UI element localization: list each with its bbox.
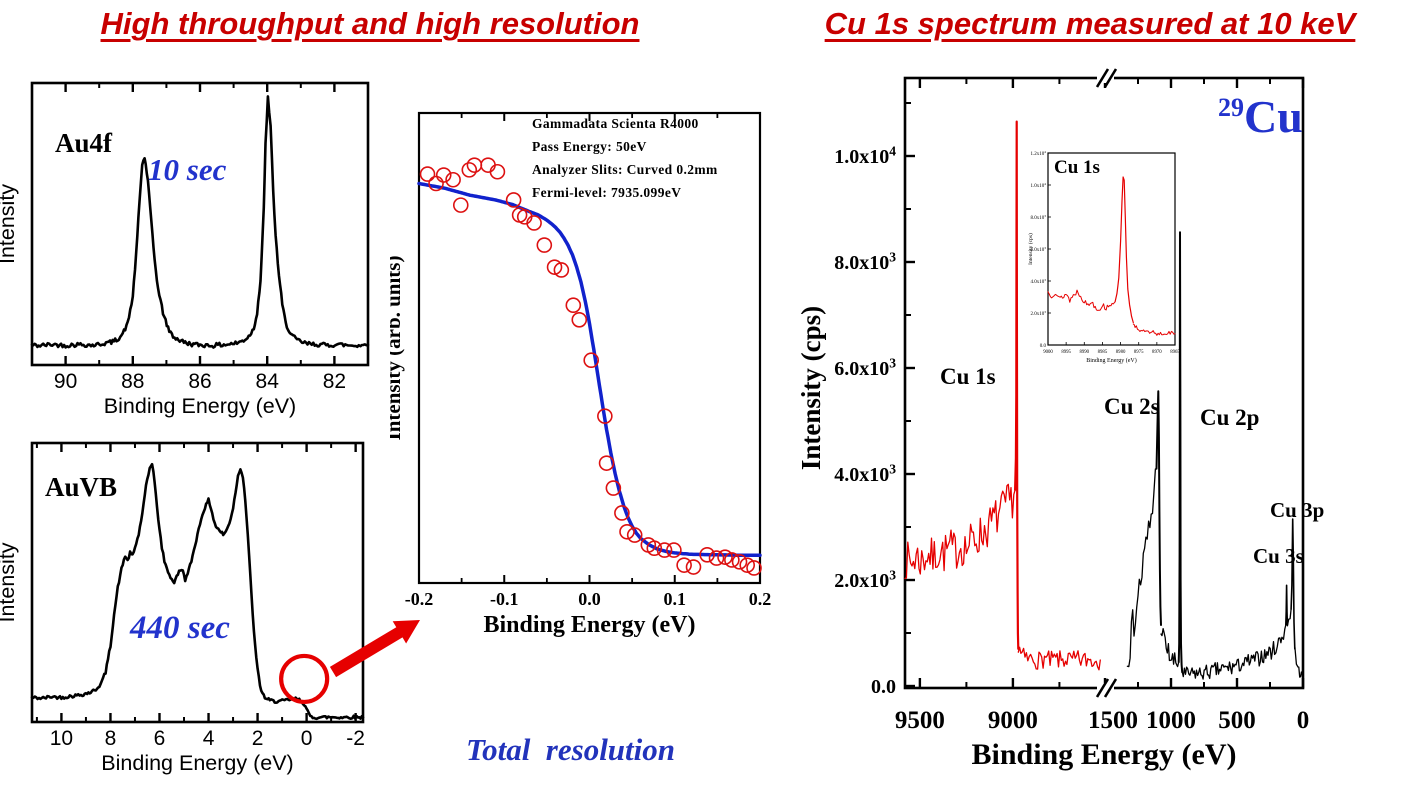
svg-text:1.0x104: 1.0x104 bbox=[1031, 182, 1047, 189]
au4f-label: Au4f bbox=[55, 128, 113, 158]
resolution-note-line1: Total resolution bbox=[465, 732, 676, 767]
fermi-level-info-line: Fermi-level: 7935.099eV bbox=[532, 185, 682, 200]
svg-text:-0.2: -0.2 bbox=[405, 589, 434, 609]
svg-text:0: 0 bbox=[301, 727, 313, 750]
svg-text:0: 0 bbox=[1297, 707, 1310, 734]
au4f-plot-canvas: 90 88 86 84 82 Binding Energy (eV) Intensity bbox=[0, 81, 370, 418]
au4f-time-label: 10 sec bbox=[148, 152, 227, 187]
svg-text:Intensity (cps): Intensity (cps) bbox=[796, 306, 826, 470]
slide-title-right: Cu 1s spectrum measured at 10 keV bbox=[824, 6, 1356, 41]
svg-text:500: 500 bbox=[1218, 707, 1256, 734]
svg-text:8.0x103: 8.0x103 bbox=[1031, 214, 1047, 221]
au4f-plot: 90 88 86 84 82 Binding Energy (eV) Intensity A… bbox=[0, 60, 385, 432]
svg-text:2.0x103: 2.0x103 bbox=[1031, 310, 1047, 317]
svg-text:Binding Energy (eV): Binding Energy (eV) bbox=[971, 738, 1236, 771]
slide-title-left: High throughput and high resolution bbox=[100, 6, 640, 41]
cu3p-peak-label: Cu 3p bbox=[1270, 498, 1325, 522]
fermi-edge-plot: -0.2 -0.1 0.0 0.1 0.2 Binding Energy (eV) Inte… bbox=[390, 90, 775, 650]
svg-text:4.0x103: 4.0x103 bbox=[834, 461, 896, 486]
cu3s-peak-label: Cu 3s bbox=[1253, 544, 1304, 568]
auvb-time-label: 440 sec bbox=[130, 610, 230, 646]
svg-text:9500: 9500 bbox=[895, 707, 945, 734]
svg-text:84: 84 bbox=[256, 370, 280, 393]
svg-text:6.0x103: 6.0x103 bbox=[834, 355, 896, 380]
svg-text:10: 10 bbox=[50, 727, 73, 750]
svg-text:Intensity (cps): Intensity (cps) bbox=[1027, 233, 1034, 265]
svg-text:Intensity: Intensity bbox=[0, 542, 19, 622]
svg-text:8980: 8980 bbox=[1116, 350, 1126, 355]
svg-text:Binding Energy (eV): Binding Energy (eV) bbox=[1086, 357, 1137, 364]
svg-text:Intensity (arb. units): Intensity (arb. units) bbox=[390, 256, 405, 441]
svg-text:0.1: 0.1 bbox=[664, 589, 687, 609]
instrument-info-line: Gammadata Scienta R4000 bbox=[532, 116, 699, 131]
auvb-plot: 10 8 6 4 2 0 -2 Binding Energy (eV) Intensity Au… bbox=[0, 420, 392, 802]
svg-text:1000: 1000 bbox=[1146, 707, 1196, 734]
svg-text:4.0x103: 4.0x103 bbox=[1031, 278, 1047, 285]
svg-text:4: 4 bbox=[203, 727, 215, 750]
svg-text:2: 2 bbox=[252, 727, 264, 750]
svg-text:Binding Energy (eV): Binding Energy (eV) bbox=[101, 751, 293, 775]
svg-text:1.0x104: 1.0x104 bbox=[834, 143, 896, 168]
cu1s-peak-label: Cu 1s bbox=[940, 364, 996, 389]
inset-cu1s-label: Cu 1s bbox=[1054, 157, 1100, 178]
svg-text:9000: 9000 bbox=[988, 707, 1038, 734]
svg-text:8975: 8975 bbox=[1134, 350, 1144, 355]
svg-text:Binding Energy (eV): Binding Energy (eV) bbox=[104, 394, 296, 418]
svg-text:8.0x103: 8.0x103 bbox=[834, 249, 896, 274]
svg-text:8990: 8990 bbox=[1079, 350, 1089, 355]
svg-text:Binding Energy (eV): Binding Energy (eV) bbox=[483, 612, 695, 638]
isotope-symbol: Cu bbox=[1244, 91, 1303, 142]
fermi-edge-canvas: -0.2 -0.1 0.0 0.1 0.2 Binding Energy (eV) Inte… bbox=[390, 111, 772, 638]
svg-text:90: 90 bbox=[54, 370, 77, 393]
svg-text:0.2: 0.2 bbox=[749, 589, 772, 609]
svg-text:0.0: 0.0 bbox=[1040, 344, 1047, 349]
cu2p-peak-label: Cu 2p bbox=[1200, 405, 1260, 430]
auvb-label: AuVB bbox=[45, 472, 118, 502]
svg-text:8965: 8965 bbox=[1170, 350, 1180, 355]
svg-text:88: 88 bbox=[121, 370, 144, 393]
cu2s-peak-label: Cu 2s bbox=[1104, 394, 1160, 419]
svg-text:-2: -2 bbox=[346, 727, 365, 750]
svg-text:8970: 8970 bbox=[1152, 350, 1162, 355]
svg-text:86: 86 bbox=[188, 370, 211, 393]
isotope-label: 29Cu bbox=[1218, 90, 1303, 143]
svg-text:Intensity: Intensity bbox=[0, 184, 19, 264]
analyzer-slits-info-line: Analyzer Slits: Curved 0.2mm bbox=[532, 162, 718, 177]
svg-text:1.2x104: 1.2x104 bbox=[1031, 150, 1047, 157]
svg-text:82: 82 bbox=[323, 370, 346, 393]
svg-text:1500: 1500 bbox=[1088, 707, 1138, 734]
svg-text:-0.1: -0.1 bbox=[490, 589, 519, 609]
svg-text:6.0x103: 6.0x103 bbox=[1031, 246, 1047, 253]
auvb-plot-canvas: 10 8 6 4 2 0 -2 Binding Energy (eV) Intensity bbox=[0, 441, 365, 775]
svg-text:8985: 8985 bbox=[1098, 350, 1108, 355]
svg-text:0.0: 0.0 bbox=[871, 676, 896, 698]
svg-text:0.0: 0.0 bbox=[578, 589, 601, 609]
svg-text:8995: 8995 bbox=[1061, 350, 1071, 355]
pass-energy-info-line: Pass Energy: 50eV bbox=[532, 139, 647, 154]
svg-text:2.0x103: 2.0x103 bbox=[834, 567, 896, 592]
svg-text:8: 8 bbox=[105, 727, 117, 750]
isotope-superscript: 29 bbox=[1218, 93, 1244, 122]
svg-text:9000: 9000 bbox=[1043, 350, 1053, 355]
resolution-note: Total resolution 83.5 meV@ 8 keV bbox=[398, 650, 743, 802]
svg-text:6: 6 bbox=[154, 727, 166, 750]
cu-survey-plot: 9500 9000 1500 1000 500 0 0.0 2.0x103 4.0x103 6.0… bbox=[790, 60, 1407, 802]
cu-survey-canvas: 9500 9000 1500 1000 500 0 0.0 2.0x103 4.0x103 6.0… bbox=[796, 68, 1310, 771]
